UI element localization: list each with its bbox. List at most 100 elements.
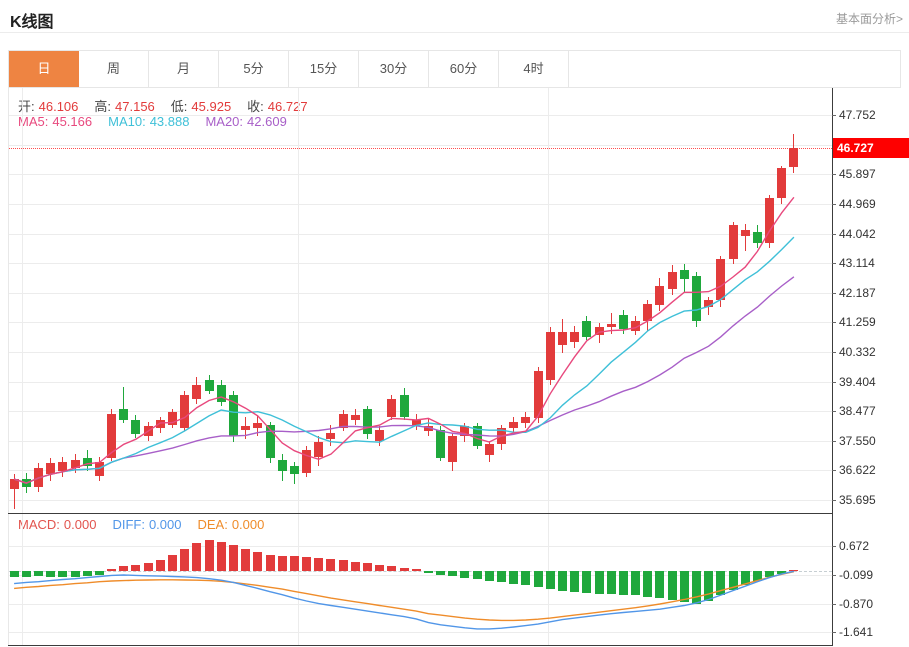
macd-bar [143, 563, 153, 572]
macd-bar [691, 571, 701, 604]
candle-body [570, 332, 580, 342]
candle-wick [744, 223, 746, 251]
y-tick [832, 322, 836, 324]
candle-body [70, 459, 80, 468]
y-axis-label: 37.550 [839, 433, 876, 448]
y-tick [832, 115, 836, 116]
macd-bar [484, 571, 494, 581]
tab-month[interactable]: 月 [149, 51, 219, 87]
tab-4hour[interactable]: 4时 [499, 51, 569, 87]
ma-row-ma10-value: 43.888 [149, 114, 190, 129]
candle-body [58, 461, 68, 472]
macd-bar [643, 571, 653, 597]
tab-day[interactable]: 日 [9, 51, 79, 87]
macd-row-dea-label: DEA: [197, 517, 228, 532]
candle-body [423, 426, 433, 432]
main-hgridline [8, 322, 832, 324]
macd-bar [253, 552, 263, 572]
candle-body [82, 458, 92, 467]
y-tick [832, 263, 836, 265]
candle-body [497, 428, 506, 444]
main-hgridline [8, 263, 832, 265]
tab-30min[interactable]: 30分 [359, 51, 429, 87]
macd-bar [582, 571, 592, 593]
y-axis-label: 35.695 [839, 493, 876, 507]
ma-row-ma5-value: 45.166 [52, 114, 93, 129]
candle-body [302, 450, 311, 473]
macd-row-diff-label: DIFF: [112, 517, 145, 532]
candle-body [594, 327, 604, 336]
main-hgridline [8, 115, 832, 116]
macd-bar [436, 571, 446, 575]
main-hgridline [8, 233, 832, 235]
chart-left-border [8, 88, 9, 645]
macd-bar [411, 569, 421, 572]
tab-15min[interactable]: 15分 [289, 51, 359, 87]
macd-bar [241, 549, 251, 572]
macd-bar [82, 571, 92, 577]
candle-body [350, 415, 360, 420]
candle-body [107, 413, 117, 459]
macd-bar [740, 571, 750, 586]
candle-body [314, 442, 324, 457]
macd-bar [168, 554, 177, 572]
macd-bar [131, 564, 141, 572]
main-hgridline [8, 381, 832, 383]
macd-bar [521, 571, 531, 585]
macd-bar [679, 571, 689, 603]
macd-bar [9, 571, 19, 577]
macd-bar [460, 571, 470, 578]
y-axis-label: 36.622 [839, 463, 876, 478]
macd-y-tick [832, 632, 836, 634]
macd-bar [472, 571, 482, 580]
tab-60min[interactable]: 60分 [429, 51, 499, 87]
y-axis-label: 45.897 [839, 167, 876, 182]
candle-body [716, 258, 726, 301]
macd-bar [399, 567, 409, 572]
macd-bar [192, 543, 202, 572]
macd-bar [46, 571, 56, 577]
fundamental-analysis-link[interactable]: 基本面分析> [835, 12, 903, 26]
macd-bar [704, 571, 714, 601]
candle-body [411, 420, 421, 425]
y-tick [832, 203, 836, 205]
main-hgridline [8, 411, 832, 413]
ohlc-row-low-value: 45.925 [191, 99, 232, 114]
candle-body [94, 461, 104, 476]
y-tick [832, 292, 836, 294]
macd-y-tick [832, 603, 836, 605]
period-tabbar: 日周月 5分 15分 30分 60分 4时 [8, 50, 901, 88]
candle-body [289, 466, 299, 475]
candle-body [204, 380, 214, 392]
ma-readout: MA5: 45.166 MA10: 43.888 MA20: 42.609 [18, 114, 303, 129]
candle-body [765, 198, 774, 243]
y-axis-label: 39.404 [839, 374, 876, 389]
y-tick [832, 174, 836, 176]
macd-bar [119, 565, 129, 572]
diff-line [14, 570, 795, 630]
main-hgridline [8, 203, 832, 205]
candle-body [131, 420, 141, 435]
tab-5min[interactable]: 5分 [219, 51, 289, 87]
macd-bar [777, 571, 787, 575]
candle-body [119, 408, 129, 420]
ohlc-row-open-value: 46.106 [38, 99, 79, 114]
candle-body [667, 271, 677, 290]
main-bottom-axis [8, 513, 833, 514]
macd-hgridline [8, 546, 832, 548]
candle-body [180, 394, 190, 428]
candle-body [545, 332, 555, 381]
y-tick [832, 470, 836, 472]
y-tick [832, 233, 836, 235]
macd-bar [34, 571, 43, 577]
macd-bar [58, 571, 68, 578]
macd-bar [631, 571, 640, 596]
candle-body [777, 168, 787, 199]
ma-row-ma20-label: MA20: [205, 114, 244, 129]
tab-week[interactable]: 周 [79, 51, 149, 87]
main-hgridline [8, 470, 832, 472]
candle-body [631, 321, 640, 331]
candle-body [557, 332, 567, 345]
